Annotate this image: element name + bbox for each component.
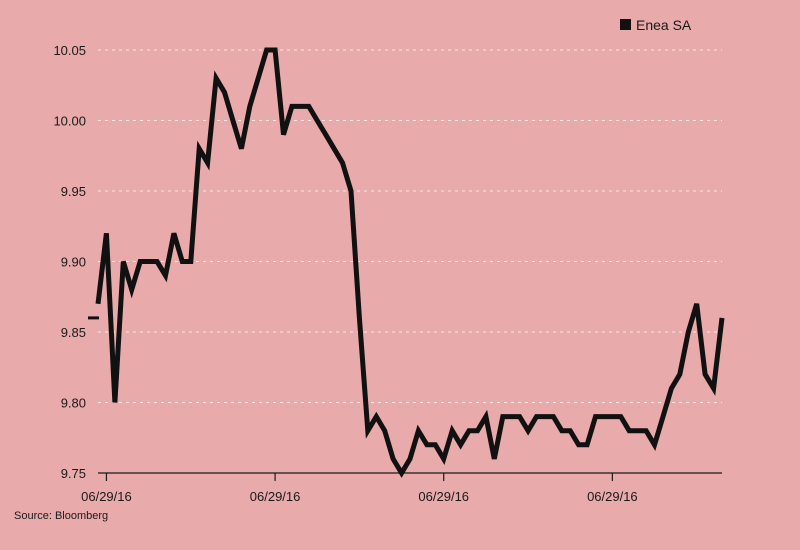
y-tick-label: 9.80 — [61, 396, 86, 411]
y-tick-label: 10.00 — [53, 114, 86, 129]
x-tick-label: 06/29/16 — [587, 489, 638, 504]
y-tick-label: 9.85 — [61, 325, 86, 340]
y-tick-label: 9.90 — [61, 255, 86, 270]
y-tick-label: 9.75 — [61, 466, 86, 481]
y-tick-label: 9.95 — [61, 184, 86, 199]
series-line-enea-sa — [95, 47, 725, 478]
y-tick-label: 10.05 — [53, 43, 86, 58]
x-tick-label: 06/29/16 — [81, 489, 132, 504]
legend-label: Enea SA — [636, 17, 692, 33]
source-note: Source: Bloomberg — [14, 510, 109, 522]
x-tick-label: 06/29/16 — [250, 489, 301, 504]
legend-swatch — [620, 19, 631, 30]
x-tick-label: 06/29/16 — [418, 489, 469, 504]
